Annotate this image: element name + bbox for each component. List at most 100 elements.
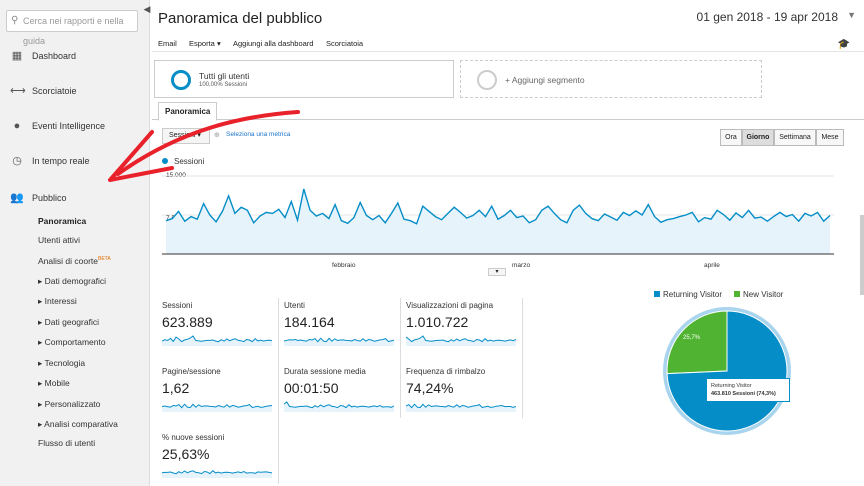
page-title: Panoramica del pubblico bbox=[158, 10, 323, 27]
stat-pageviews: Visualizzazioni di pagina 1.010.722 bbox=[406, 301, 522, 346]
legend-label: Sessioni bbox=[174, 157, 205, 166]
sidebar-item-intelligence[interactable]: ● Eventi Intelligence bbox=[0, 114, 142, 138]
legend-label: Returning Visitor bbox=[663, 290, 722, 299]
sidebar-item-label: In tempo reale bbox=[32, 156, 90, 166]
stat-label: % nuove sessioni bbox=[162, 433, 225, 442]
segment-all-users[interactable]: Tutti gli utenti 100,00% Sessioni bbox=[154, 60, 454, 98]
stat-new-sessions: % nuove sessioni 25,63% bbox=[162, 433, 278, 478]
sparkline-line bbox=[162, 335, 272, 343]
sidebar-sub-interests[interactable]: ▸ Interessi bbox=[38, 296, 77, 306]
tooltip-title: Returning Visitor bbox=[711, 383, 752, 389]
stat-label: Pagine/sessione bbox=[162, 367, 221, 376]
stat-value: 74,24% bbox=[406, 380, 454, 396]
tab-bar: Panoramica bbox=[152, 102, 864, 121]
series-line-sessioni bbox=[165, 188, 831, 225]
search-placeholder: Cerca nei rapporti e nella guida bbox=[23, 16, 124, 46]
sidebar-sub-user-flow[interactable]: Flusso di utenti bbox=[38, 438, 96, 448]
x-tick-label: febbraio bbox=[332, 262, 356, 269]
stat-label: Sessioni bbox=[162, 301, 193, 310]
sidebar-sub-label: Mobile bbox=[44, 378, 70, 388]
series-area bbox=[166, 189, 830, 254]
sidebar-sub-overview[interactable]: Panoramica bbox=[38, 216, 87, 226]
clock-icon: ◷ bbox=[12, 155, 22, 167]
sidebar-sub-cohort[interactable]: Analisi di coorteBETA bbox=[38, 252, 111, 266]
date-range-picker[interactable]: 01 gen 2018 - 19 apr 2018 bbox=[696, 10, 838, 24]
sidebar-item-audience[interactable]: 👥 Pubblico bbox=[0, 186, 142, 210]
add-dashboard-button[interactable]: Aggiungi alla dashboard bbox=[233, 39, 314, 48]
sparkline bbox=[406, 335, 516, 346]
grid-icon: ▦ bbox=[11, 50, 23, 62]
series-dot-icon bbox=[162, 158, 168, 164]
legend-swatch bbox=[654, 291, 660, 297]
granularity-week[interactable]: Settimana bbox=[774, 129, 816, 146]
stat-value: 623.889 bbox=[162, 314, 213, 330]
tooltip-value: 463.810 Sessioni (74,3%) bbox=[711, 391, 776, 397]
stat-pages-per-session: Pagine/sessione 1,62 bbox=[162, 367, 278, 412]
metric-select-label: Sessioni bbox=[169, 132, 196, 139]
sidebar-item-shortcuts[interactable]: ⟷ Scorciatoie bbox=[0, 79, 142, 103]
stat-sessions: Sessioni 623.889 bbox=[162, 301, 278, 346]
sidebar-item-realtime[interactable]: ◷ In tempo reale bbox=[0, 149, 142, 173]
granularity-hour[interactable]: Ora bbox=[720, 129, 742, 146]
select-metric-link[interactable]: Seleziona una metrica bbox=[226, 131, 291, 138]
pie-slice-new-visitor[interactable] bbox=[666, 310, 728, 375]
sidebar-item-dashboard[interactable]: ▦ Dashboard bbox=[0, 44, 142, 68]
sidebar-sub-geo[interactable]: ▸ Dati geografici bbox=[38, 317, 99, 327]
add-segment-button[interactable]: + Aggiungi segmento bbox=[460, 60, 762, 98]
chart-legend: Sessioni bbox=[162, 157, 204, 166]
people-icon: 👥 bbox=[10, 192, 24, 204]
chart-resize-handle[interactable]: ▾ bbox=[488, 268, 506, 276]
collapse-sidebar-icon[interactable]: ◀ bbox=[143, 4, 151, 14]
sidebar-sub-label: Analisi di coorte bbox=[38, 255, 99, 266]
sparkline-line bbox=[162, 470, 272, 475]
vs-icon: ⊕ bbox=[214, 132, 220, 139]
sidebar-item-label: Scorciatoie bbox=[32, 86, 77, 96]
granularity-day[interactable]: Giorno bbox=[742, 129, 774, 146]
sparkline-line bbox=[406, 335, 516, 343]
x-tick-label: aprile bbox=[704, 262, 720, 269]
graduation-cap-icon[interactable]: 🎓 bbox=[837, 39, 850, 50]
add-segment-label: + Aggiungi segmento bbox=[505, 75, 585, 85]
report-toolbar: Email Esporta ▾ Aggiungi alla dashboard … bbox=[152, 34, 864, 52]
sidebar-sub-active-users[interactable]: Utenti attivi bbox=[38, 235, 81, 245]
sidebar-sub-label: Analisi comparativa bbox=[44, 419, 118, 429]
legend-swatch bbox=[734, 291, 740, 297]
sidebar-sub-custom[interactable]: ▸ Personalizzato bbox=[38, 399, 101, 409]
beta-badge: BETA bbox=[98, 256, 111, 262]
sparkline bbox=[162, 403, 272, 412]
sidebar-sub-behavior[interactable]: ▸ Comportamento bbox=[38, 337, 106, 347]
tab-overview[interactable]: Panoramica bbox=[158, 102, 218, 121]
stat-value: 1.010.722 bbox=[406, 314, 469, 330]
pie-legend-new: New Visitor bbox=[734, 290, 783, 299]
stat-value: 1,62 bbox=[162, 380, 190, 396]
sidebar-sub-label: Dati geografici bbox=[44, 317, 99, 327]
sidebar-sub-benchmark[interactable]: ▸ Analisi comparativa bbox=[38, 419, 118, 429]
email-button[interactable]: Email bbox=[158, 39, 177, 48]
divider bbox=[278, 298, 279, 484]
sidebar-sub-label: Personalizzato bbox=[44, 399, 101, 409]
shortcut-button[interactable]: Scorciatoia bbox=[326, 39, 364, 48]
stat-avg-session-duration: Durata sessione media 00:01:50 bbox=[284, 367, 400, 412]
pie-slice-label: 25,7% bbox=[683, 335, 701, 341]
export-button[interactable]: Esporta ▾ bbox=[189, 39, 221, 48]
sparkline bbox=[284, 401, 394, 412]
sidebar-sub-label: Comportamento bbox=[44, 337, 106, 347]
pie-tooltip: Returning Visitor 463.810 Sessioni (74,3… bbox=[706, 378, 790, 402]
stat-value: 25,63% bbox=[162, 446, 210, 462]
stat-bounce-rate: Frequenza di rimbalzo 74,24% bbox=[406, 367, 522, 412]
chevron-down-icon[interactable]: ▼ bbox=[847, 10, 856, 20]
granularity-month[interactable]: Mese bbox=[816, 129, 844, 146]
sidebar-sub-mobile[interactable]: ▸ Mobile bbox=[38, 378, 70, 388]
stat-label: Visualizzazioni di pagina bbox=[406, 301, 494, 310]
sparkline bbox=[284, 337, 394, 346]
stat-label: Utenti bbox=[284, 301, 305, 310]
search-input[interactable]: ⚲ Cerca nei rapporti e nella guida bbox=[6, 10, 138, 46]
divider bbox=[522, 298, 523, 418]
sidebar-sub-label: Tecnologia bbox=[44, 358, 86, 368]
sidebar-sub-demographics[interactable]: ▸ Dati demografici bbox=[38, 276, 107, 286]
scrollbar[interactable] bbox=[860, 215, 864, 295]
stat-users: Utenti 184.164 bbox=[284, 301, 400, 346]
legend-label: New Visitor bbox=[743, 290, 784, 299]
sidebar-sub-technology[interactable]: ▸ Tecnologia bbox=[38, 358, 86, 368]
